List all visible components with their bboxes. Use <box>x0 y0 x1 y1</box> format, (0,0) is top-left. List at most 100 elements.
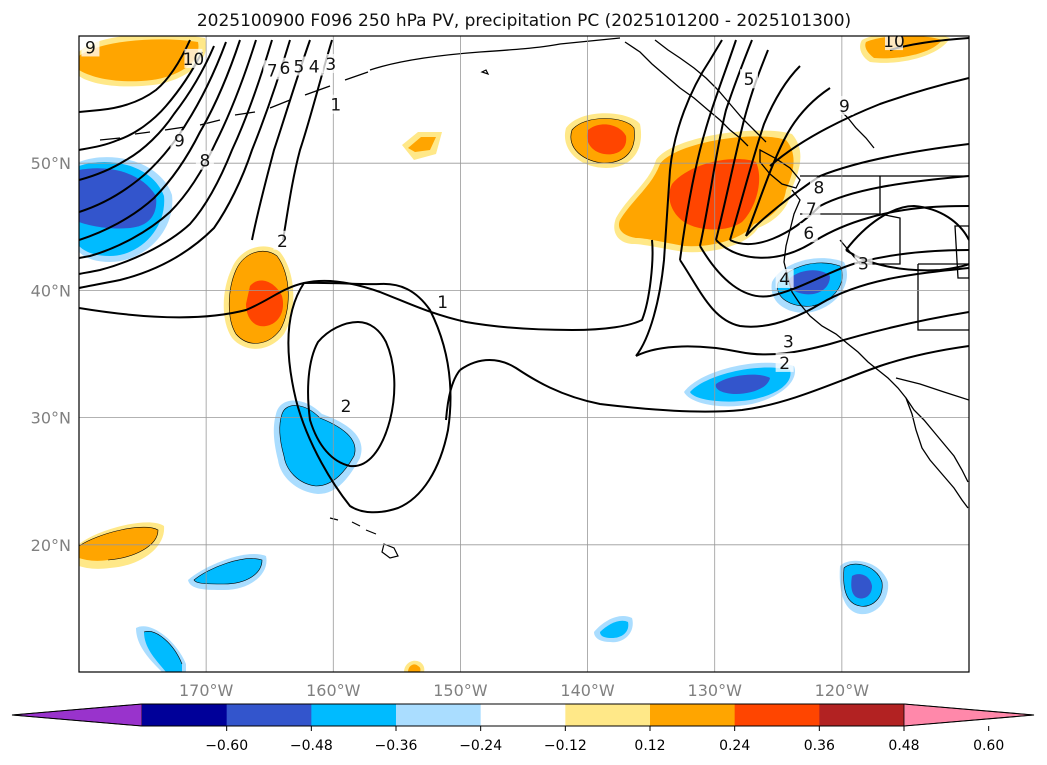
pv-label-bg-17 <box>802 198 821 218</box>
pv-label-bg-19 <box>854 253 873 273</box>
map-frame <box>78 35 970 673</box>
colorbar-swatch-5 <box>565 704 651 726</box>
pv-contour-4-east-2 <box>679 259 969 328</box>
precip-feature-160w-blue <box>273 400 362 494</box>
pv-label-3: 6 <box>280 59 291 79</box>
colorbar-swatch-6 <box>650 704 736 726</box>
pv-label-bg-0 <box>81 37 100 57</box>
pv-label-bg-7 <box>170 130 189 150</box>
pv-label-18: 6 <box>803 224 814 244</box>
pv-label-bg-1 <box>184 48 203 68</box>
pv-label-bg-18 <box>799 223 818 243</box>
precip-feature-168w-blue <box>188 554 267 590</box>
colorbar-swatch-3 <box>396 704 482 726</box>
pv-contour-4-east <box>679 39 737 261</box>
colorbar-outline <box>11 703 1035 727</box>
pv-label-bg-21 <box>779 331 798 351</box>
pv-contour-3-small <box>845 204 969 251</box>
pv-label-19: 3 <box>858 255 869 275</box>
colorbar-swatch-1 <box>226 704 312 726</box>
colorbar-extend-low <box>11 703 143 727</box>
colorbar-label-7: 0.36 <box>804 738 835 754</box>
pv-label-bg-15 <box>884 36 903 51</box>
pv-label-bg-6 <box>321 53 340 73</box>
pv-contour-1-main <box>79 239 654 332</box>
pv-contour-3-east <box>635 311 969 357</box>
pv-contour-4-west <box>79 39 273 275</box>
lat-label-2: 30°N <box>31 409 71 428</box>
pv-label-4: 5 <box>294 58 305 78</box>
lat-label-1: 40°N <box>31 281 71 300</box>
pv-label-bg-3 <box>275 57 294 77</box>
pv-label-8: 8 <box>199 152 210 172</box>
precip-feature-139w <box>564 113 642 168</box>
precip-feature-152w <box>404 660 425 672</box>
pv-contour-7-east <box>729 65 801 241</box>
pv-label-bg-16 <box>809 177 828 197</box>
pv-contour-8-east-2 <box>745 143 969 237</box>
pv-label-15: 10 <box>883 32 905 52</box>
pv-contours <box>79 37 969 514</box>
chart-title: 2025100900 F096 250 hPa PV, precipitatio… <box>197 11 851 31</box>
precip-feature-nw-top <box>79 36 207 87</box>
colorbar-swatch-8 <box>819 704 905 726</box>
border-state-3 <box>917 264 969 331</box>
pv-label-20: 4 <box>779 270 790 290</box>
colorbar-label-2: −0.36 <box>375 738 418 754</box>
pv-label-5: 4 <box>309 58 320 78</box>
pv-label-bg-12 <box>337 396 355 416</box>
lon-label-5: 120°W <box>815 681 870 700</box>
pv-contour-9-west <box>79 51 203 151</box>
colorbar-label-5: 0.12 <box>634 738 665 754</box>
colorbar-label-1: −0.48 <box>290 738 333 754</box>
precip-feature-154w <box>402 132 442 160</box>
colorbar-swatch-2 <box>311 704 397 726</box>
pv-label-7: 9 <box>174 131 185 151</box>
colorbar-label-8: 0.48 <box>888 738 919 754</box>
longitude-labels: 170°W 160°W 150°W 140°W 130°W 120°W <box>179 681 869 700</box>
coastline-alaska <box>369 37 621 71</box>
precip-feature-138w-blue <box>594 615 633 643</box>
coastlines <box>99 37 969 509</box>
border-state-5 <box>954 225 969 279</box>
pv-label-12: 2 <box>341 397 352 417</box>
colorbar-swatch-7 <box>734 704 820 726</box>
lat-label-0: 50°N <box>31 154 71 173</box>
precip-outlines <box>79 118 883 665</box>
pv-label-bg-22 <box>775 352 794 372</box>
pv-contour-2-loop-west <box>445 369 461 421</box>
pv-label-17: 7 <box>806 200 817 220</box>
pv-label-14: 9 <box>839 97 850 117</box>
pv-contour-6-east <box>715 49 769 241</box>
pv-label-bg-14 <box>835 95 854 115</box>
colorbar-label-3: −0.24 <box>459 738 502 754</box>
pv-label-1: 10 <box>183 50 205 70</box>
pv-contour-5-east-2 <box>699 245 969 298</box>
pv-contour-8-east <box>745 87 831 237</box>
coastline-us-west <box>783 189 969 483</box>
pv-label-bg-10 <box>273 230 292 250</box>
colorbar-swatch-0 <box>142 704 228 726</box>
pv-label-16: 8 <box>814 178 825 198</box>
lon-label-3: 140°W <box>560 681 615 700</box>
pv-contour-2-south <box>459 345 969 413</box>
precip-feature-165w <box>223 246 294 349</box>
pv-label-13: 5 <box>744 70 755 90</box>
pv-contour-2-loop <box>307 320 396 468</box>
small-island <box>480 69 490 76</box>
pv-contour-7-west <box>79 41 227 213</box>
pv-label-22: 2 <box>779 354 790 374</box>
pv-label-bg-11 <box>433 291 452 311</box>
border-state-6 <box>839 109 875 149</box>
pv-label-bg-20 <box>775 268 794 288</box>
colorbar-label-6: 0.24 <box>719 738 750 754</box>
pv-contour-3-west <box>79 39 291 289</box>
pv-contour-6-west <box>79 39 241 241</box>
coastline-vancouver-island <box>759 148 801 189</box>
pv-label-2: 7 <box>267 61 278 81</box>
hawaii-islands <box>329 517 399 559</box>
latitude-labels: 50°N 40°N 30°N 20°N <box>31 154 71 555</box>
pv-label-0: 9 <box>85 38 96 58</box>
border-us-mexico <box>895 377 969 401</box>
